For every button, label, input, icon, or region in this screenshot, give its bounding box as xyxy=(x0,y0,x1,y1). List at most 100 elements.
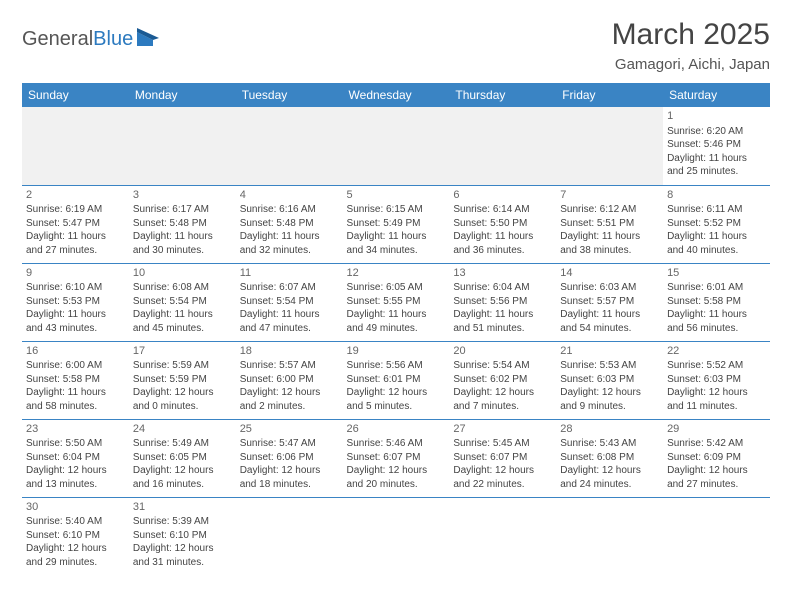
sunset-text: Sunset: 5:46 PM xyxy=(667,138,766,152)
daylight-text: and 36 minutes. xyxy=(453,244,552,258)
day-number: 17 xyxy=(133,344,232,359)
calendar-day: 8Sunrise: 6:11 AMSunset: 5:52 PMDaylight… xyxy=(663,185,770,263)
sunrise-text: Sunrise: 6:08 AM xyxy=(133,281,232,295)
day-number: 22 xyxy=(667,344,766,359)
day-number: 18 xyxy=(240,344,339,359)
calendar-day: 26Sunrise: 5:46 AMSunset: 6:07 PMDayligh… xyxy=(343,419,450,497)
sunrise-text: Sunrise: 6:11 AM xyxy=(667,203,766,217)
calendar-day: 31Sunrise: 5:39 AMSunset: 6:10 PMDayligh… xyxy=(129,497,236,575)
daylight-text: and 54 minutes. xyxy=(560,322,659,336)
daylight-text: and 31 minutes. xyxy=(133,556,232,570)
sunset-text: Sunset: 5:54 PM xyxy=(133,295,232,309)
calendar-week: 1Sunrise: 6:20 AMSunset: 5:46 PMDaylight… xyxy=(22,107,770,185)
daylight-text: and 29 minutes. xyxy=(26,556,125,570)
day-number: 7 xyxy=(560,188,659,203)
daylight-text: Daylight: 11 hours xyxy=(667,230,766,244)
calendar-day: 20Sunrise: 5:54 AMSunset: 6:02 PMDayligh… xyxy=(449,341,556,419)
day-number: 13 xyxy=(453,266,552,281)
calendar-week: 9Sunrise: 6:10 AMSunset: 5:53 PMDaylight… xyxy=(22,263,770,341)
calendar-day: 17Sunrise: 5:59 AMSunset: 5:59 PMDayligh… xyxy=(129,341,236,419)
day-number: 28 xyxy=(560,422,659,437)
daylight-text: Daylight: 12 hours xyxy=(667,386,766,400)
calendar-week: 23Sunrise: 5:50 AMSunset: 6:04 PMDayligh… xyxy=(22,419,770,497)
daylight-text: and 38 minutes. xyxy=(560,244,659,258)
sunset-text: Sunset: 6:08 PM xyxy=(560,451,659,465)
calendar-day: 28Sunrise: 5:43 AMSunset: 6:08 PMDayligh… xyxy=(556,419,663,497)
calendar-day: 29Sunrise: 5:42 AMSunset: 6:09 PMDayligh… xyxy=(663,419,770,497)
sunrise-text: Sunrise: 6:10 AM xyxy=(26,281,125,295)
calendar-blank xyxy=(236,107,343,185)
sunrise-text: Sunrise: 5:39 AM xyxy=(133,515,232,529)
calendar-day: 16Sunrise: 6:00 AMSunset: 5:58 PMDayligh… xyxy=(22,341,129,419)
sunset-text: Sunset: 5:53 PM xyxy=(26,295,125,309)
day-number: 4 xyxy=(240,188,339,203)
sunrise-text: Sunrise: 5:42 AM xyxy=(667,437,766,451)
header: GeneralBlue March 2025 Gamagori, Aichi, … xyxy=(22,18,770,73)
sunrise-text: Sunrise: 6:20 AM xyxy=(667,125,766,139)
day-number: 3 xyxy=(133,188,232,203)
sunrise-text: Sunrise: 5:49 AM xyxy=(133,437,232,451)
calendar-day: 3Sunrise: 6:17 AMSunset: 5:48 PMDaylight… xyxy=(129,185,236,263)
calendar-week: 16Sunrise: 6:00 AMSunset: 5:58 PMDayligh… xyxy=(22,341,770,419)
sunrise-text: Sunrise: 6:19 AM xyxy=(26,203,125,217)
sunrise-text: Sunrise: 5:46 AM xyxy=(347,437,446,451)
sunset-text: Sunset: 5:52 PM xyxy=(667,217,766,231)
dayname-monday: Monday xyxy=(129,83,236,107)
sunset-text: Sunset: 5:51 PM xyxy=(560,217,659,231)
sunset-text: Sunset: 6:09 PM xyxy=(667,451,766,465)
daylight-text: Daylight: 12 hours xyxy=(453,386,552,400)
sunset-text: Sunset: 6:03 PM xyxy=(560,373,659,387)
sunset-text: Sunset: 6:07 PM xyxy=(453,451,552,465)
sunrise-text: Sunrise: 6:01 AM xyxy=(667,281,766,295)
sunrise-text: Sunrise: 5:50 AM xyxy=(26,437,125,451)
daylight-text: and 32 minutes. xyxy=(240,244,339,258)
logo: GeneralBlue xyxy=(22,28,163,51)
daylight-text: and 27 minutes. xyxy=(26,244,125,258)
daylight-text: Daylight: 12 hours xyxy=(133,542,232,556)
day-number: 27 xyxy=(453,422,552,437)
daylight-text: and 18 minutes. xyxy=(240,478,339,492)
calendar-day: 6Sunrise: 6:14 AMSunset: 5:50 PMDaylight… xyxy=(449,185,556,263)
calendar-week: 2Sunrise: 6:19 AMSunset: 5:47 PMDaylight… xyxy=(22,185,770,263)
page-title: March 2025 xyxy=(612,18,770,52)
daylight-text: and 7 minutes. xyxy=(453,400,552,414)
logo-word-b: Blue xyxy=(93,28,133,50)
calendar-day: 12Sunrise: 6:05 AMSunset: 5:55 PMDayligh… xyxy=(343,263,450,341)
location-subtitle: Gamagori, Aichi, Japan xyxy=(612,56,770,73)
daylight-text: and 30 minutes. xyxy=(133,244,232,258)
calendar-day: 14Sunrise: 6:03 AMSunset: 5:57 PMDayligh… xyxy=(556,263,663,341)
sunset-text: Sunset: 6:05 PM xyxy=(133,451,232,465)
dayname-tuesday: Tuesday xyxy=(236,83,343,107)
daylight-text: Daylight: 11 hours xyxy=(26,386,125,400)
daylight-text: and 43 minutes. xyxy=(26,322,125,336)
day-number: 23 xyxy=(26,422,125,437)
daylight-text: Daylight: 11 hours xyxy=(560,230,659,244)
day-number: 24 xyxy=(133,422,232,437)
daylight-text: and 2 minutes. xyxy=(240,400,339,414)
daylight-text: Daylight: 11 hours xyxy=(26,230,125,244)
daylight-text: Daylight: 12 hours xyxy=(453,464,552,478)
daylight-text: Daylight: 11 hours xyxy=(560,308,659,322)
calendar-blank xyxy=(22,107,129,185)
sunrise-text: Sunrise: 5:47 AM xyxy=(240,437,339,451)
daylight-text: Daylight: 11 hours xyxy=(453,308,552,322)
day-number: 31 xyxy=(133,500,232,515)
daylight-text: and 27 minutes. xyxy=(667,478,766,492)
sunset-text: Sunset: 5:55 PM xyxy=(347,295,446,309)
sunset-text: Sunset: 5:56 PM xyxy=(453,295,552,309)
dayname-saturday: Saturday xyxy=(663,83,770,107)
day-number: 8 xyxy=(667,188,766,203)
daylight-text: Daylight: 12 hours xyxy=(667,464,766,478)
daylight-text: Daylight: 12 hours xyxy=(560,464,659,478)
sunrise-text: Sunrise: 6:14 AM xyxy=(453,203,552,217)
day-number: 12 xyxy=(347,266,446,281)
dayname-thursday: Thursday xyxy=(449,83,556,107)
day-number: 10 xyxy=(133,266,232,281)
calendar-day: 13Sunrise: 6:04 AMSunset: 5:56 PMDayligh… xyxy=(449,263,556,341)
calendar-week: 30Sunrise: 5:40 AMSunset: 6:10 PMDayligh… xyxy=(22,497,770,575)
sunset-text: Sunset: 5:59 PM xyxy=(133,373,232,387)
flag-icon xyxy=(137,28,163,51)
daylight-text: Daylight: 11 hours xyxy=(26,308,125,322)
daylight-text: and 16 minutes. xyxy=(133,478,232,492)
daylight-text: and 9 minutes. xyxy=(560,400,659,414)
